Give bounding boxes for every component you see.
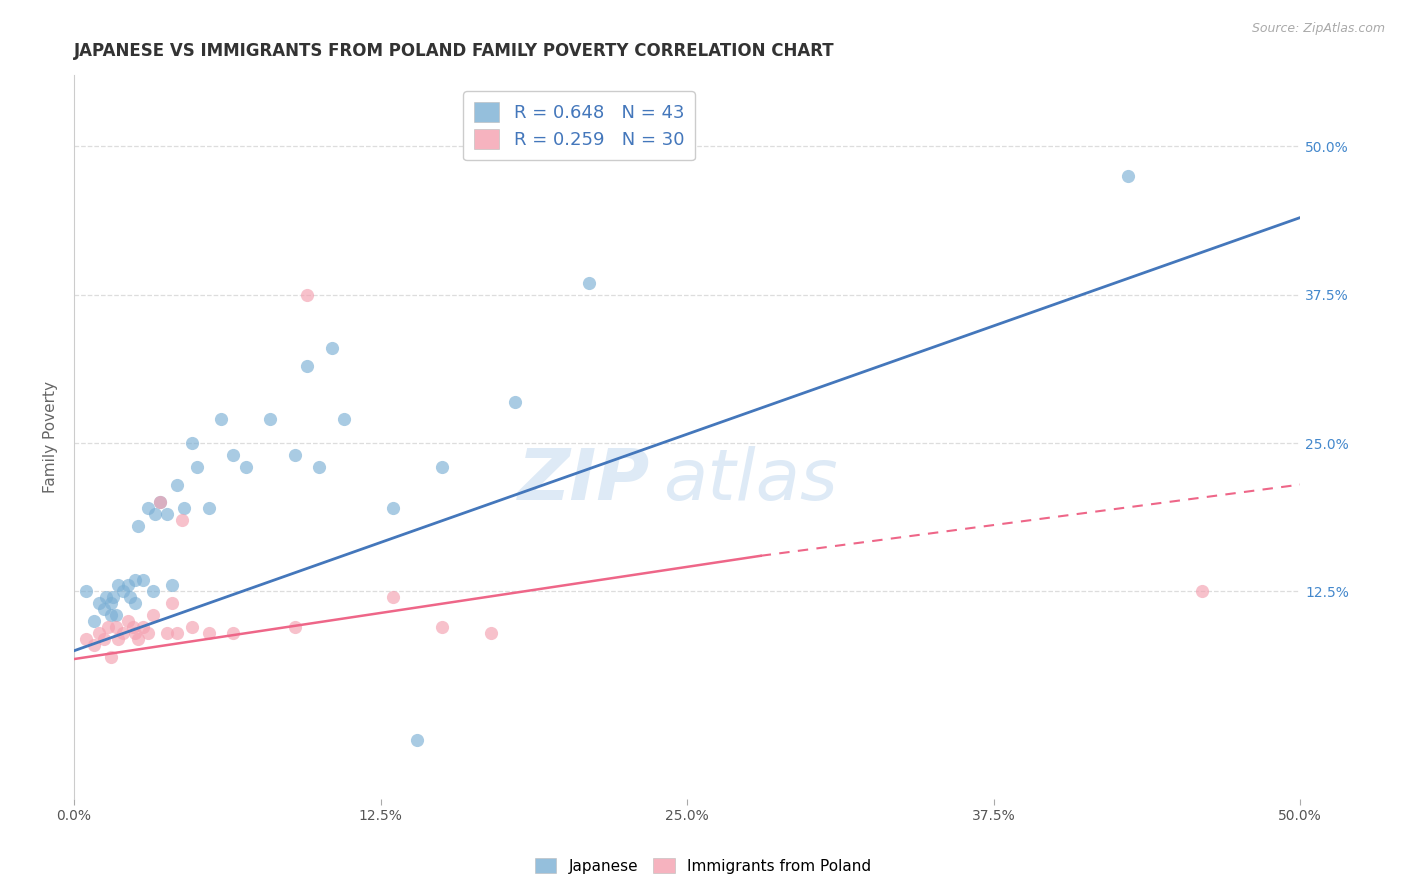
Point <box>180 436 202 450</box>
Point <box>308 459 330 474</box>
Point <box>333 412 356 426</box>
Point <box>149 495 172 509</box>
Point <box>235 459 257 474</box>
Point <box>295 287 318 301</box>
Point <box>112 584 135 599</box>
Point <box>406 732 429 747</box>
Point <box>505 394 527 409</box>
Point <box>107 578 129 592</box>
Point <box>381 501 404 516</box>
Point <box>209 412 232 426</box>
Point <box>180 620 202 634</box>
Point <box>136 501 159 516</box>
Point <box>117 578 139 592</box>
Point <box>578 276 600 290</box>
Legend: Japanese, Immigrants from Poland: Japanese, Immigrants from Poland <box>529 852 877 880</box>
Point <box>222 448 245 462</box>
Point <box>127 632 149 646</box>
Point <box>156 626 179 640</box>
Point <box>104 620 127 634</box>
Point <box>173 501 195 516</box>
Point <box>430 459 453 474</box>
Point <box>117 614 139 628</box>
Text: atlas: atlas <box>662 446 837 515</box>
Point <box>87 596 110 610</box>
Point <box>142 584 165 599</box>
Point <box>120 591 142 605</box>
Text: JAPANESE VS IMMIGRANTS FROM POLAND FAMILY POVERTY CORRELATION CHART: JAPANESE VS IMMIGRANTS FROM POLAND FAMIL… <box>75 42 835 60</box>
Point <box>83 614 105 628</box>
Point <box>87 626 110 640</box>
Point <box>97 620 120 634</box>
Point <box>94 591 117 605</box>
Point <box>124 596 146 610</box>
Point <box>104 608 127 623</box>
Point <box>186 459 208 474</box>
Point <box>295 359 318 373</box>
Point <box>143 508 166 522</box>
Point <box>170 513 193 527</box>
Point <box>100 596 122 610</box>
Point <box>132 620 155 634</box>
Point <box>222 626 245 640</box>
Point <box>83 638 105 652</box>
Point <box>198 626 221 640</box>
Point <box>136 626 159 640</box>
Point <box>156 508 179 522</box>
Point <box>103 591 125 605</box>
Point <box>1118 169 1140 183</box>
Point <box>430 620 453 634</box>
Point <box>122 620 145 634</box>
Point <box>381 591 404 605</box>
Point <box>75 632 97 646</box>
Point <box>1191 584 1213 599</box>
Point <box>479 626 502 640</box>
Point <box>124 626 146 640</box>
Point <box>75 584 97 599</box>
Point <box>259 412 281 426</box>
Point <box>166 626 188 640</box>
Point <box>124 573 146 587</box>
Point <box>93 632 115 646</box>
Point <box>93 602 115 616</box>
Point <box>142 608 165 623</box>
Point <box>107 632 129 646</box>
Point <box>284 620 307 634</box>
Point <box>166 477 188 491</box>
Point <box>132 573 155 587</box>
Point <box>127 519 149 533</box>
Point <box>160 578 183 592</box>
Point <box>100 608 122 623</box>
Point <box>149 495 172 509</box>
Point <box>284 448 307 462</box>
Point <box>160 596 183 610</box>
Point <box>100 649 122 664</box>
Point <box>112 626 135 640</box>
Legend: R = 0.648   N = 43, R = 0.259   N = 30: R = 0.648 N = 43, R = 0.259 N = 30 <box>463 92 695 161</box>
Point <box>198 501 221 516</box>
Point <box>321 341 343 355</box>
Text: Source: ZipAtlas.com: Source: ZipAtlas.com <box>1251 22 1385 36</box>
Text: ZIP: ZIP <box>517 446 651 515</box>
Y-axis label: Family Poverty: Family Poverty <box>44 381 58 493</box>
